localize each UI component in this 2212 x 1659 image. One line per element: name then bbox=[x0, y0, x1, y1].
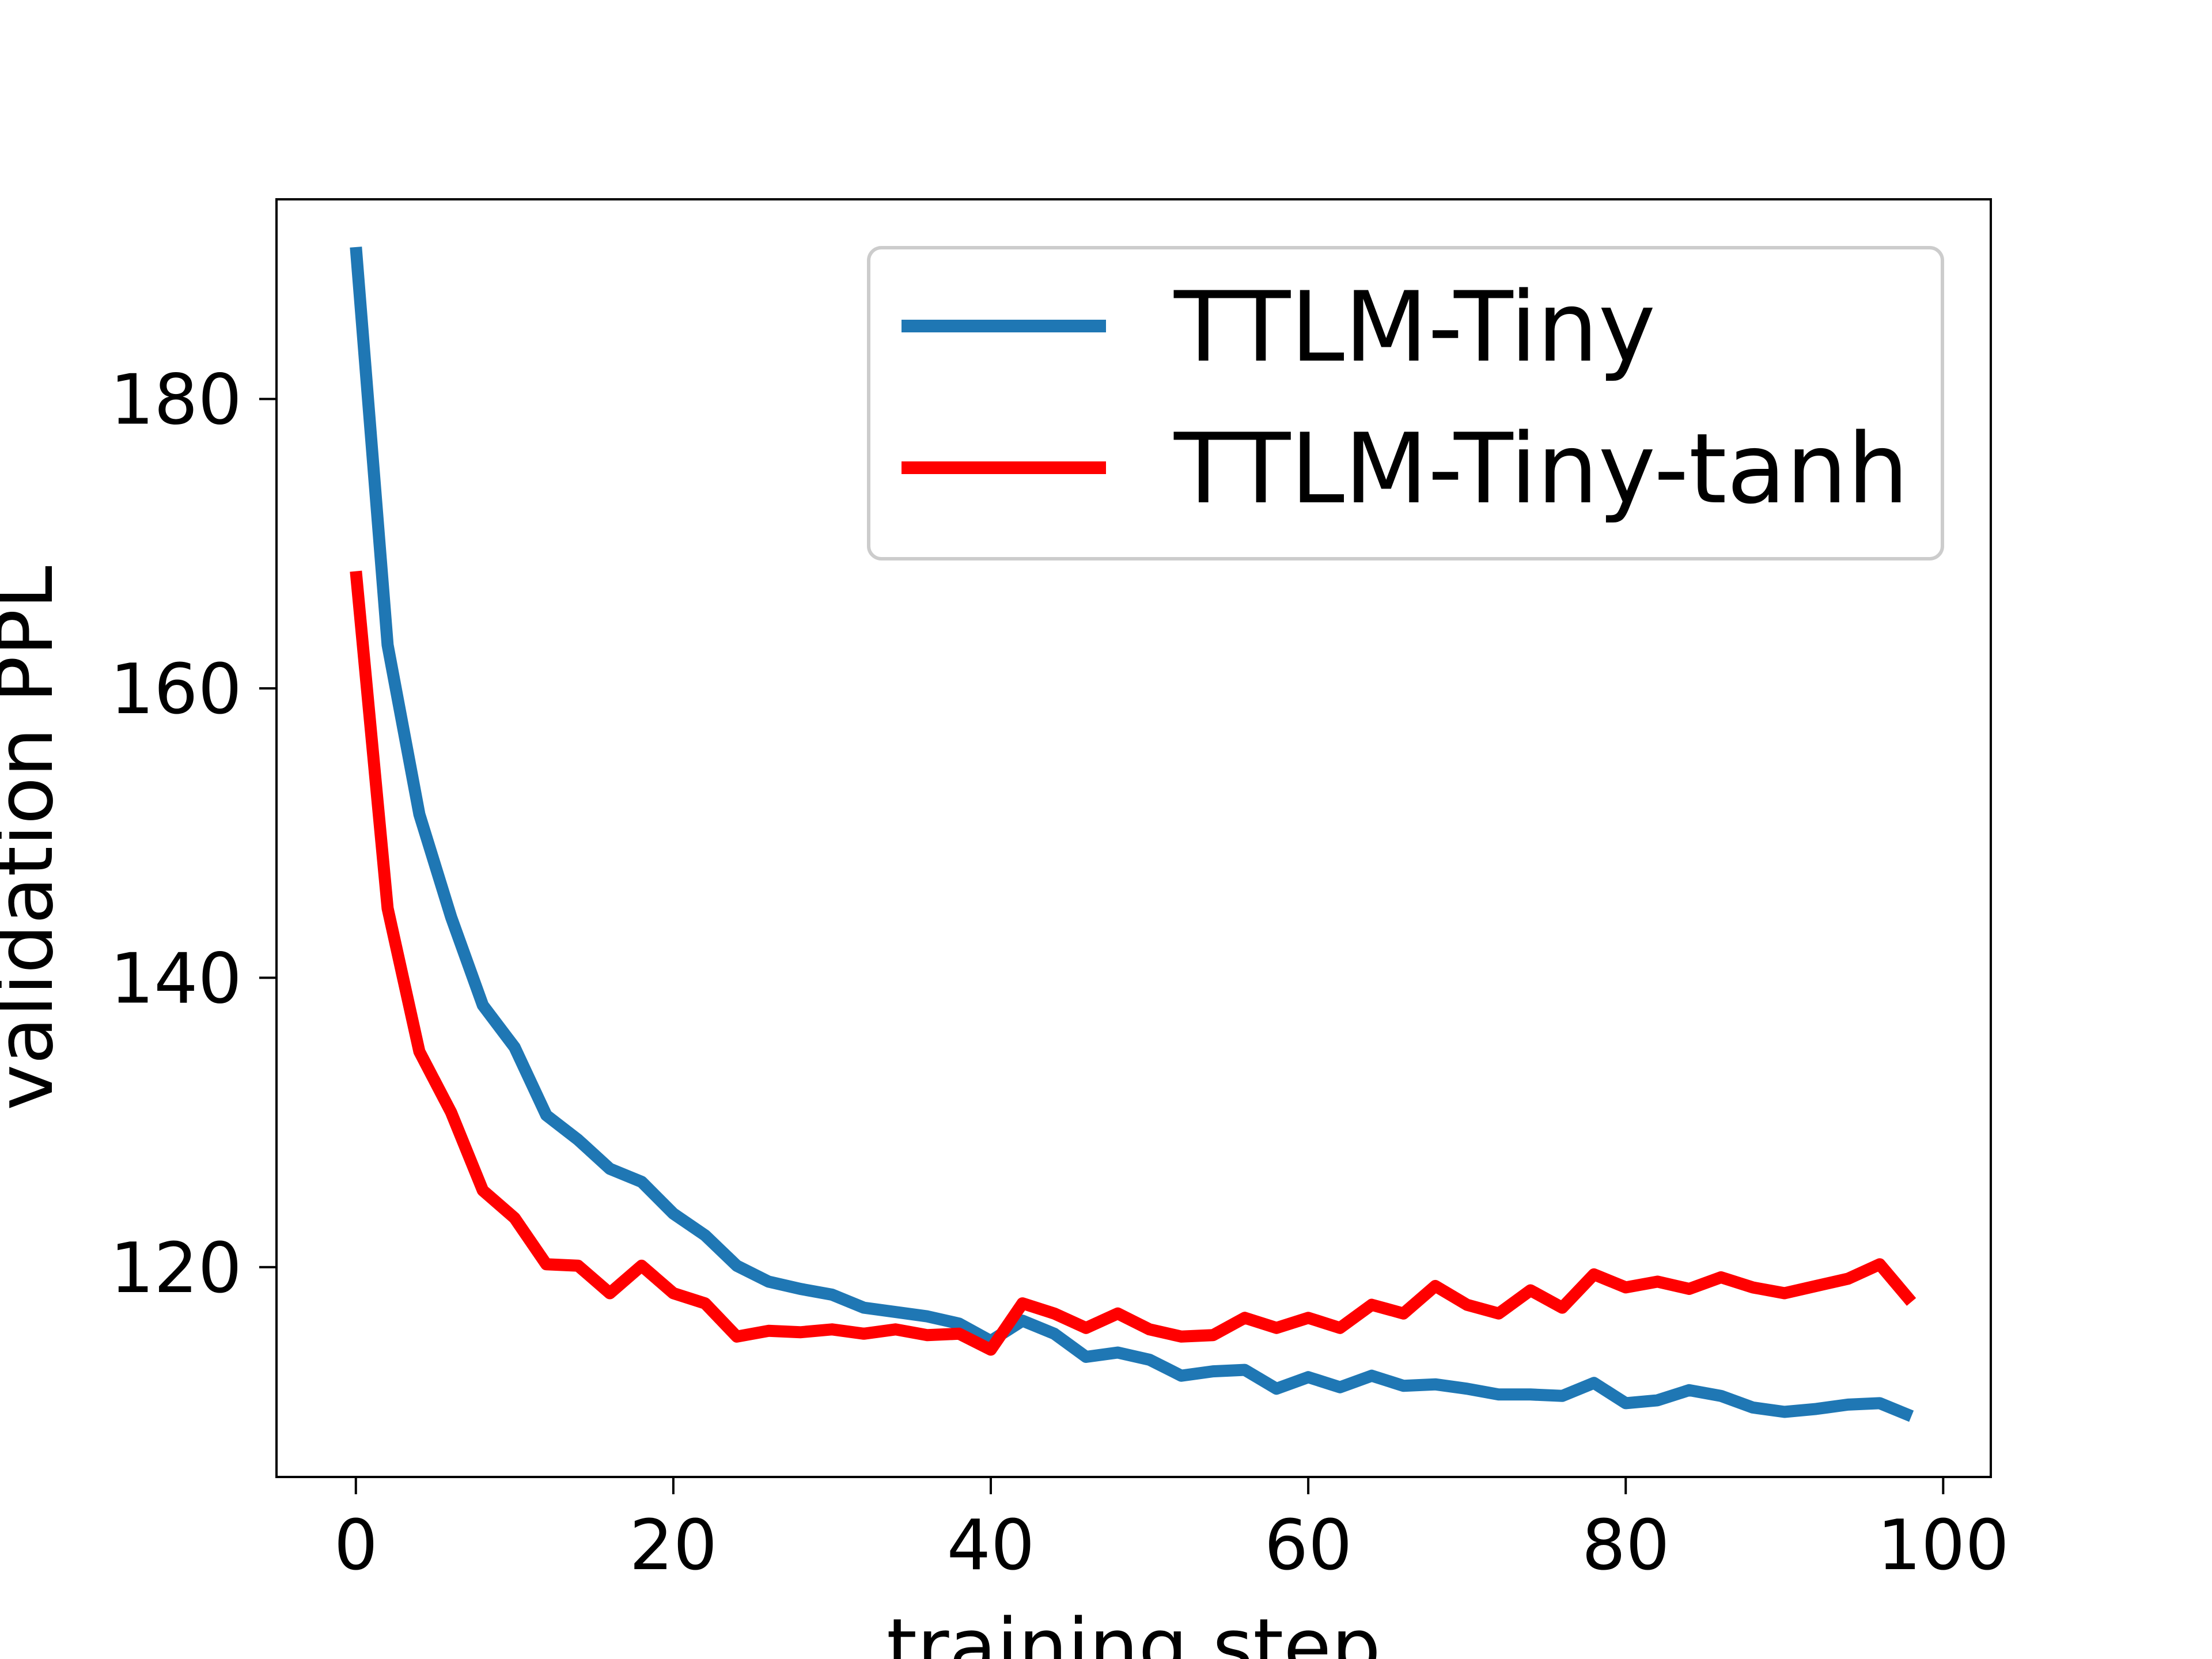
y-tick-label: 120 bbox=[110, 1229, 242, 1309]
x-tick-label: 100 bbox=[1877, 1506, 2009, 1586]
x-axis-label: training step bbox=[887, 1602, 1381, 1659]
x-tick-label: 40 bbox=[947, 1506, 1035, 1586]
series-line-ttlm-tiny bbox=[350, 247, 1914, 1422]
y-axis: 120 140 160 180 bbox=[110, 361, 276, 1309]
legend-frame bbox=[867, 246, 1944, 560]
y-tick-label: 160 bbox=[110, 650, 242, 730]
legend-label-ttlm-tiny-tanh: TTLM-Tiny-tanh bbox=[1173, 412, 1909, 525]
x-axis: 0 20 40 60 80 100 bbox=[334, 1477, 2009, 1586]
y-axis-label: validation PPL bbox=[0, 566, 70, 1111]
y-tick-label: 140 bbox=[110, 939, 242, 1019]
x-tick-label: 0 bbox=[334, 1506, 378, 1586]
series-layer bbox=[350, 247, 1916, 1422]
legend: TTLM-Tiny TTLM-Tiny-tanh bbox=[867, 246, 1944, 560]
y-tick-label: 180 bbox=[110, 361, 242, 441]
x-tick-label: 60 bbox=[1264, 1506, 1353, 1586]
x-tick-label: 20 bbox=[630, 1506, 718, 1586]
legend-label-ttlm-tiny: TTLM-Tiny bbox=[1173, 271, 1656, 384]
x-tick-label: 80 bbox=[1582, 1506, 1670, 1586]
plot-frame bbox=[275, 198, 1992, 1478]
series-line-ttlm-tiny-tanh bbox=[350, 570, 1916, 1356]
